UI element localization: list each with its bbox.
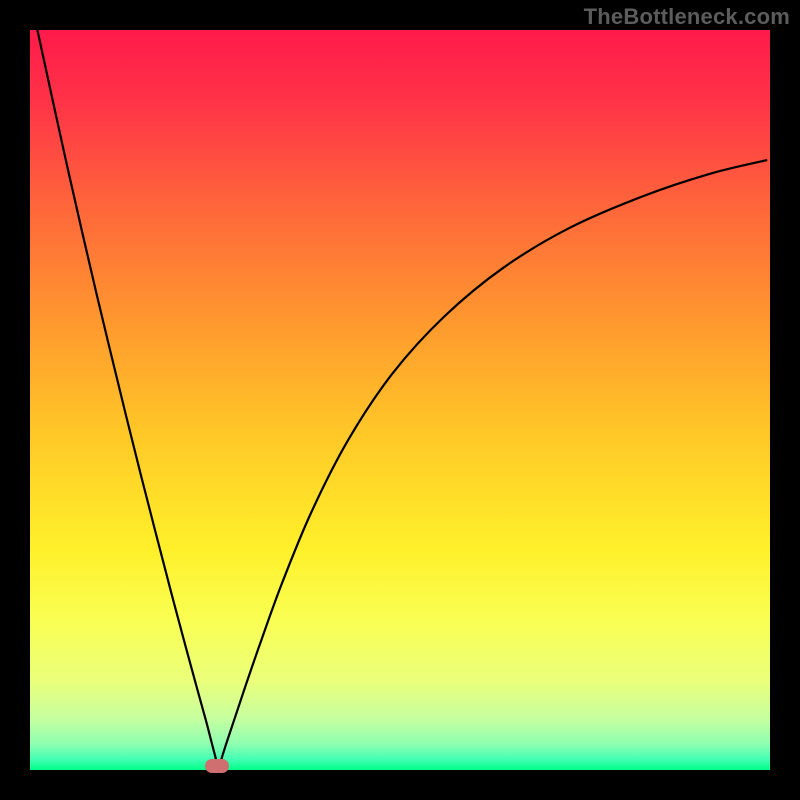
plot-area [30,30,770,770]
watermark-text: TheBottleneck.com [584,4,790,30]
min-point-marker [205,759,229,773]
chart-frame: TheBottleneck.com [0,0,800,800]
curve-overlay [30,30,770,770]
